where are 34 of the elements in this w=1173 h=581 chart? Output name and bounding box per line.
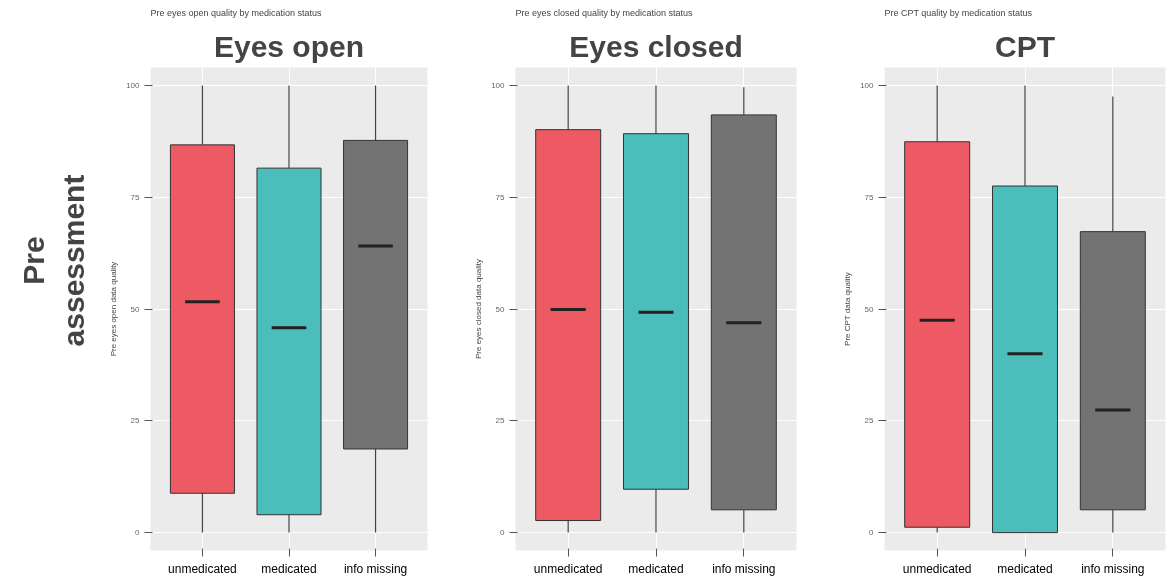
- y-tick-label: 100: [491, 80, 506, 90]
- x-tick-label: info missing: [343, 561, 408, 576]
- y-tick-label: 75: [130, 192, 141, 202]
- x-tick-label: unmedicated: [902, 561, 972, 576]
- chart-subtitle: Pre eyes open quality by medication status: [150, 7, 323, 18]
- y-tick-label: 50: [130, 304, 141, 314]
- y-tick-label: 25: [130, 416, 141, 426]
- y-tick-label: 75: [864, 192, 875, 202]
- x-tick-label: info missing: [712, 561, 776, 576]
- y-tick-label: 0: [135, 528, 141, 538]
- chart-title: Eyes closed: [569, 29, 743, 63]
- y-tick-label: 0: [869, 528, 875, 538]
- y-axis-title: Pre CPT data quality: [843, 272, 853, 346]
- chart-subtitle: Pre eyes closed quality by medication status: [515, 7, 694, 18]
- y-tick-label: 25: [864, 416, 875, 426]
- y-axis-title: Pre eyes closed data quality: [474, 258, 484, 360]
- y-tick-label: 100: [126, 80, 141, 90]
- y-tick-label: 75: [495, 192, 506, 202]
- x-tick-label: info missing: [1081, 561, 1145, 576]
- y-tick-label: 100: [860, 80, 875, 90]
- chart-title: Eyes open: [213, 29, 365, 63]
- text: Pre assessment: [17, 174, 90, 347]
- x-tick-label: medicated: [261, 561, 317, 576]
- x-tick-label: medicated: [628, 561, 684, 576]
- chart-title: CPT: [995, 29, 1055, 63]
- x-tick-label: medicated: [997, 561, 1053, 576]
- y-tick-label: 50: [864, 304, 875, 314]
- y-tick-label: 25: [495, 416, 506, 426]
- x-tick-label: unmedicated: [168, 561, 237, 576]
- chart-subtitle: Pre CPT quality by medication status: [884, 7, 1033, 18]
- y-tick-label: 50: [495, 304, 506, 314]
- y-tick-label: 0: [500, 528, 506, 538]
- x-tick-label: unmedicated: [533, 561, 603, 576]
- y-axis-title: Pre eyes open data quality: [109, 261, 119, 357]
